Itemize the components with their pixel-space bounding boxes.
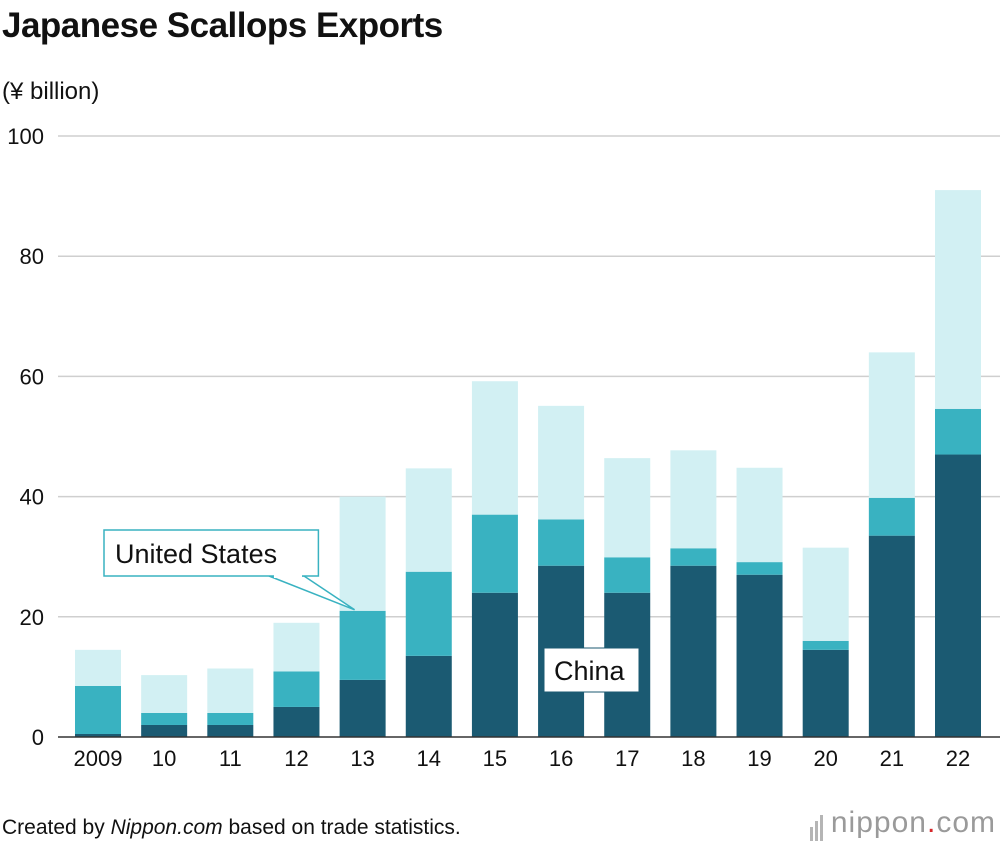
bar-segment-other [405, 468, 452, 572]
logo-name: nippon [830, 806, 927, 839]
bar-segment-united-states [935, 408, 981, 455]
x-tick-label: 10 [152, 746, 176, 771]
label-box-china [543, 647, 640, 693]
x-tick-label: 15 [483, 746, 507, 771]
source-name: Nippon.com [110, 816, 223, 839]
bar-segment-united-states [405, 571, 452, 656]
bar-segment-united-states [604, 557, 651, 593]
bar-segment-united-states [471, 514, 518, 593]
x-tick-label: 11 [219, 746, 242, 771]
bar-segment-other [141, 675, 188, 713]
x-tick-label: 14 [417, 746, 441, 771]
logo-tld: com [936, 806, 996, 839]
bar-segment-china [935, 454, 981, 737]
bar-segment-united-states [141, 712, 188, 725]
annotation-united-states: United States [115, 539, 277, 569]
bar-segment-china [405, 655, 452, 737]
bar-segment-other [868, 352, 915, 498]
bar-segment-china [471, 592, 518, 737]
bar-segment-united-states [339, 610, 386, 680]
x-tick-label: 21 [880, 746, 904, 771]
nippon-logo: nippon.com [809, 806, 996, 842]
bar-segment-united-states [273, 671, 320, 707]
bar-segment-other [670, 450, 717, 549]
bar-segment-other [273, 622, 320, 672]
logo-dot: . [926, 806, 937, 839]
bar-segment-china [339, 679, 386, 737]
y-tick-label: 40 [20, 485, 44, 510]
bar-segment-china [207, 724, 254, 737]
callout-box-united-states [103, 529, 320, 577]
bar-segment-china [75, 733, 121, 737]
stacked-bar-chart: 0 20 40 60 80 100 2009 10 11 12 13 14 15 16 17 18 19 20 21… [7, 124, 1000, 771]
x-tick-label: 17 [615, 746, 639, 771]
callout-pointer-join [274, 574, 302, 578]
bar-segment-other [538, 405, 585, 520]
bar-segment-united-states [670, 548, 717, 566]
y-axis-unit: (¥ billion) [2, 78, 100, 105]
y-tick-label: 80 [20, 244, 44, 269]
x-tick-label: 2009 [74, 746, 123, 771]
bar-segment-china [736, 574, 783, 737]
bar-segment-other [207, 668, 254, 713]
bar-segment-china [273, 706, 320, 737]
x-tick-label: 13 [350, 746, 374, 771]
bar-segment-united-states [75, 685, 121, 734]
bar-segment-united-states [868, 497, 915, 536]
y-tick-label: 60 [20, 364, 44, 389]
x-tick-label: 16 [549, 746, 573, 771]
bar-segment-united-states [538, 519, 585, 566]
bar-segment-china [802, 649, 849, 737]
x-tick-label: 12 [284, 746, 308, 771]
bar-segment-china [868, 535, 915, 737]
chart-title: Japanese Scallops Exports [2, 6, 443, 45]
bar-segment-united-states [802, 640, 849, 650]
y-tick-label: 0 [32, 725, 44, 750]
bar-segment-other [604, 458, 651, 558]
x-tick-label: 19 [747, 746, 771, 771]
bar-segment-other [935, 190, 981, 409]
source-suffix: based on trade statistics. [222, 816, 461, 839]
bar-segment-other [339, 496, 386, 611]
bar-segment-united-states [207, 712, 254, 725]
x-tick-label: 18 [681, 746, 705, 771]
bar-segment-china [141, 724, 188, 737]
source-prefix: Created by [2, 816, 111, 839]
bar-segment-other [802, 547, 849, 641]
source-note: Created by Nippon.com based on trade sta… [2, 816, 461, 840]
x-tick-label: 20 [813, 746, 837, 771]
annotation-china: China [554, 656, 626, 686]
bar-segment-other [471, 381, 518, 515]
y-tick-label: 20 [20, 605, 44, 630]
bar-segment-other [736, 467, 783, 563]
bar-segment-other [75, 649, 121, 686]
y-tick-label: 100 [7, 124, 44, 149]
x-tick-label: 22 [946, 746, 970, 771]
bar-segment-united-states [736, 562, 783, 575]
logo-bars-icon [809, 807, 825, 842]
bar-segment-china [670, 565, 717, 737]
